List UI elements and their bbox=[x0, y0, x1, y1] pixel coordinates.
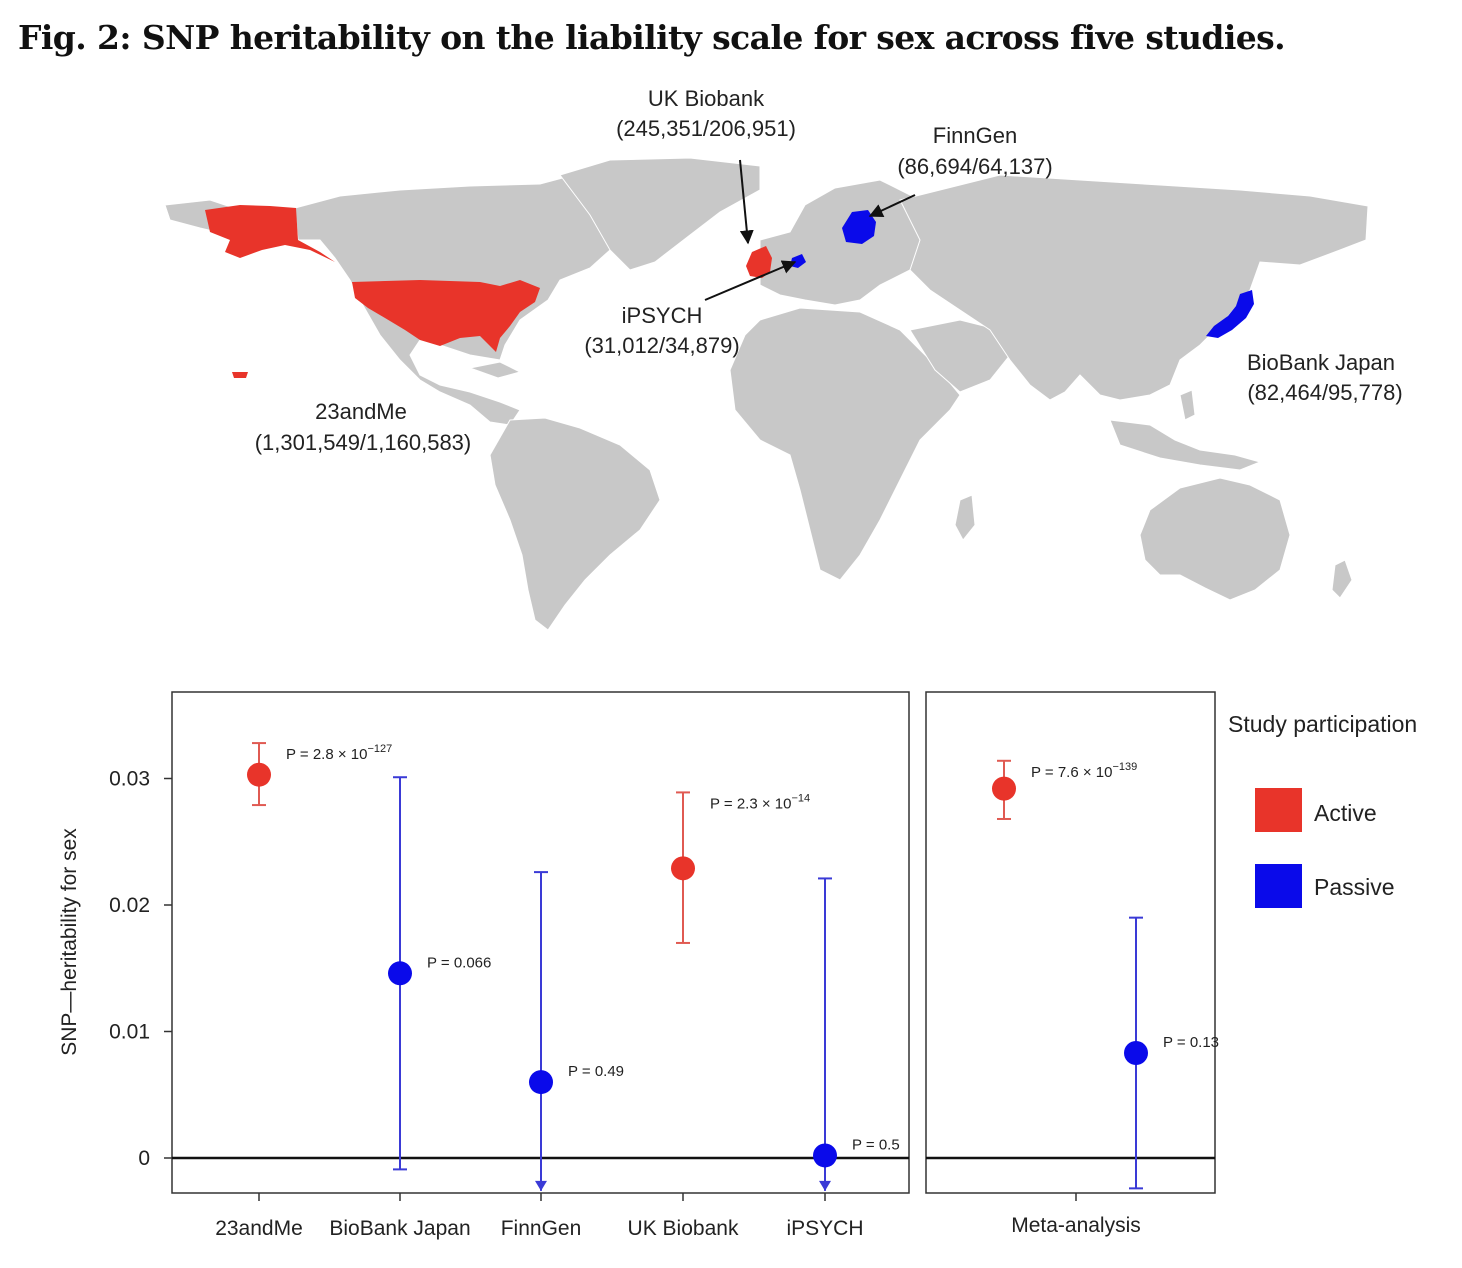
map-arrows bbox=[704, 159, 916, 301]
map-labels: UK Biobank (245,351/206,951) FinnGen (86… bbox=[255, 86, 1403, 455]
p-value-label: P = 0.49 bbox=[568, 1063, 624, 1080]
data-point bbox=[813, 1143, 837, 1168]
hawaii-highlight bbox=[232, 372, 248, 378]
uk-biobank-arrow bbox=[739, 159, 754, 245]
p-value-exponent: −139 bbox=[1112, 761, 1137, 773]
caribbean-islands bbox=[468, 361, 522, 379]
philippines-landmass bbox=[1179, 389, 1196, 421]
legend-swatch-passive bbox=[1255, 864, 1302, 908]
x-axis-ticks: 23andMe BioBank Japan FinnGen UK Biobank iPS… bbox=[215, 1193, 1141, 1240]
data-point-group: P = 0.066 bbox=[388, 776, 491, 1171]
data-point bbox=[992, 776, 1016, 801]
x-tick-label: FinnGen bbox=[501, 1217, 582, 1240]
y-tick-label: 0 bbox=[138, 1147, 150, 1170]
y-axis-title: SNP—heritability for sex bbox=[58, 828, 81, 1056]
p-value-label: P = 0.066 bbox=[427, 954, 491, 971]
data-point bbox=[671, 856, 695, 881]
x-tick-label: UK Biobank bbox=[628, 1217, 739, 1240]
x-tick-label: BioBank Japan bbox=[329, 1217, 470, 1240]
legend: Study participation Active Passive bbox=[1228, 711, 1417, 908]
middle-east-landmass bbox=[909, 319, 1011, 393]
ipsych-counts: (31,012/34,879) bbox=[584, 333, 739, 358]
y-tick-label: 0.01 bbox=[109, 1021, 150, 1044]
asia-landmass bbox=[899, 174, 1369, 401]
finngen-counts: (86,694/64,137) bbox=[897, 154, 1052, 179]
new-zealand-landmass bbox=[1331, 559, 1353, 599]
p-value-label: P = 0.13 bbox=[1163, 1034, 1219, 1051]
highlighted-countries bbox=[205, 205, 1254, 378]
x-tick-label: Meta-analysis bbox=[1011, 1214, 1141, 1237]
p-value-label: P = 0.5 bbox=[852, 1136, 900, 1153]
23andme-counts: (1,301,549/1,160,583) bbox=[255, 430, 472, 455]
x-tick-label: 23andMe bbox=[215, 1217, 303, 1240]
usa-highlight bbox=[352, 280, 540, 352]
data-point-group: P = 2.8 × 10−127 bbox=[247, 742, 392, 807]
error-arrow-down bbox=[535, 1180, 547, 1191]
south-america-landmass bbox=[489, 417, 661, 631]
data-point bbox=[529, 1070, 553, 1095]
y-tick-label: 0.03 bbox=[109, 768, 150, 791]
23andme-label: 23andMe bbox=[315, 399, 407, 424]
figure-title: Fig. 2: SNP heritability on the liabilit… bbox=[18, 18, 1286, 57]
data-point-group: P = 0.5 bbox=[813, 877, 900, 1191]
data-point-group: P = 2.3 × 10−14 bbox=[671, 791, 810, 944]
alaska-highlight bbox=[205, 205, 335, 262]
data-point bbox=[388, 961, 412, 986]
ipsych-label: iPSYCH bbox=[622, 303, 703, 328]
meta-panel-frame bbox=[925, 691, 1216, 1194]
data-point-group: P = 0.49 bbox=[529, 871, 624, 1191]
world-map: UK Biobank (245,351/206,951) FinnGen (86… bbox=[164, 86, 1403, 631]
africa-landmass bbox=[729, 307, 961, 581]
southeast-asia-islands bbox=[1109, 419, 1262, 471]
uk-biobank-counts: (245,351/206,951) bbox=[616, 116, 796, 141]
p-value-label: P = 2.3 × 10−14 bbox=[710, 792, 810, 812]
data-point-group: P = 0.13 bbox=[1124, 916, 1219, 1190]
finngen-label: FinnGen bbox=[933, 123, 1017, 148]
data-point-group: P = 7.6 × 10−139 bbox=[992, 759, 1137, 820]
finland-highlight bbox=[842, 210, 876, 244]
data-point bbox=[1124, 1041, 1148, 1066]
madagascar-landmass bbox=[954, 494, 976, 541]
y-axis-ticks: 0 0.01 0.02 0.03 bbox=[109, 768, 172, 1170]
p-value-exponent: −14 bbox=[791, 792, 810, 804]
finngen-arrow bbox=[868, 194, 916, 218]
data-point bbox=[247, 762, 271, 787]
legend-label-passive: Passive bbox=[1314, 874, 1395, 900]
japan-highlight bbox=[1206, 290, 1254, 338]
p-value-label: P = 7.6 × 10−139 bbox=[1031, 761, 1137, 781]
p-value-label: P = 2.8 × 10−127 bbox=[286, 743, 392, 763]
biobank-japan-label: BioBank Japan bbox=[1247, 350, 1395, 375]
uk-biobank-label: UK Biobank bbox=[648, 86, 765, 111]
legend-title: Study participation bbox=[1228, 711, 1417, 737]
legend-swatch-active bbox=[1255, 788, 1302, 832]
error-arrow-down bbox=[819, 1180, 831, 1191]
legend-label-active: Active bbox=[1314, 800, 1377, 826]
australia-landmass bbox=[1139, 477, 1291, 601]
biobank-japan-counts: (82,464/95,778) bbox=[1247, 380, 1402, 405]
uk-highlight bbox=[746, 246, 772, 278]
x-tick-label: iPSYCH bbox=[786, 1217, 863, 1240]
p-value-exponent: −127 bbox=[367, 743, 392, 755]
greenland-landmass bbox=[559, 157, 761, 271]
ipsych-arrow bbox=[704, 260, 797, 301]
y-tick-label: 0.02 bbox=[109, 894, 150, 917]
data-points: P = 2.8 × 10−127 P = 0.066 P = 0.49 P = 2.3… bbox=[247, 742, 1219, 1191]
